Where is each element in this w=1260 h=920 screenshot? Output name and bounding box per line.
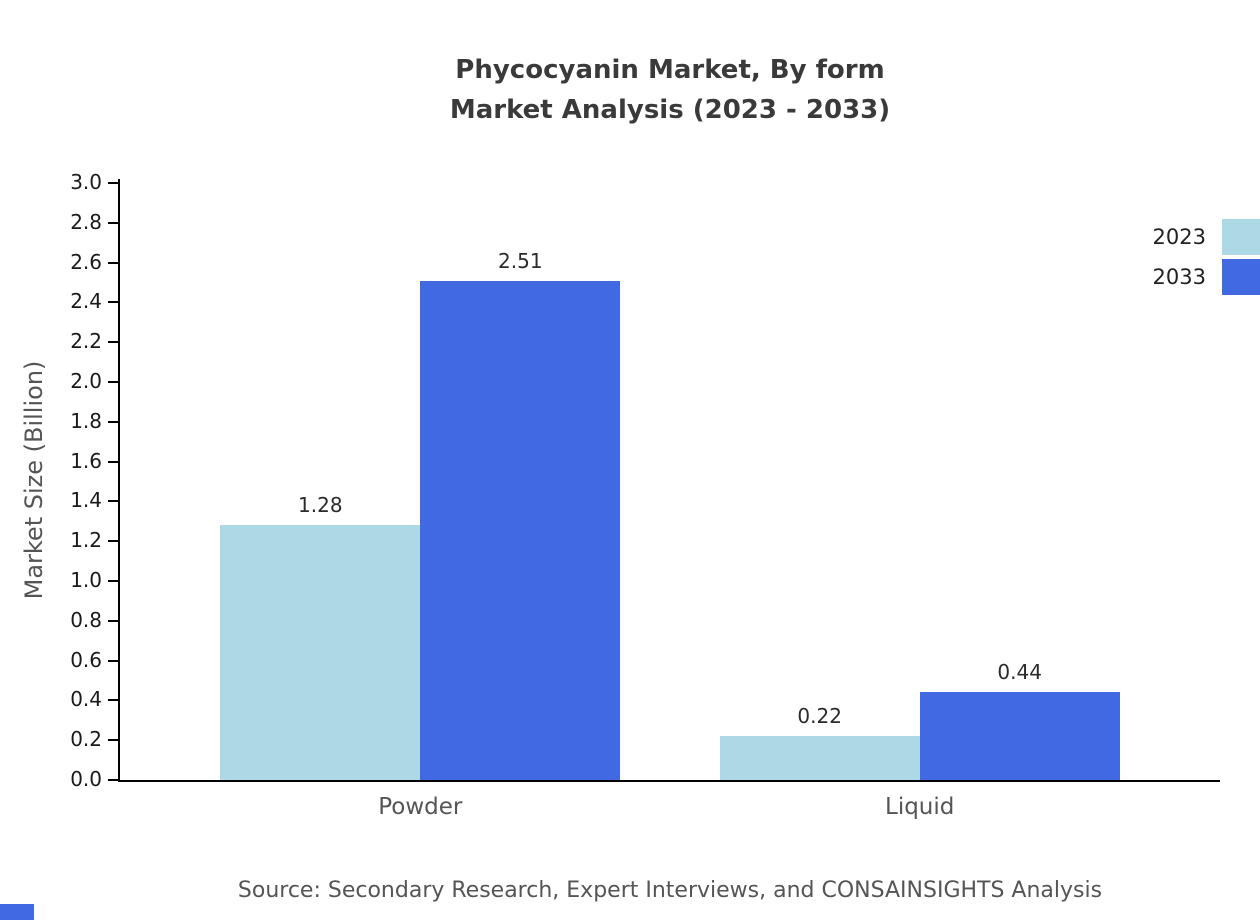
y-tick-label: 1.2 — [70, 528, 102, 553]
bar-liquid-2033 — [919, 692, 1120, 780]
legend-swatch-2023 — [1222, 219, 1260, 255]
y-tick — [108, 381, 118, 383]
y-tick-label: 2.8 — [70, 209, 102, 234]
legend-swatch-2033 — [1222, 259, 1260, 295]
value-label-liquid-2023: 0.22 — [797, 704, 842, 729]
y-tick — [108, 420, 118, 423]
y-tick — [108, 301, 118, 304]
y-tick — [108, 739, 118, 742]
y-tick-label: 3.0 — [70, 170, 102, 194]
y-tick-label: 0.0 — [70, 767, 102, 791]
value-label-powder-2033: 2.51 — [498, 248, 543, 273]
y-tick — [108, 540, 118, 543]
y-tick — [108, 619, 118, 622]
legend-label-2023: 2023 — [1152, 225, 1206, 249]
y-tick-label: 2.2 — [70, 329, 102, 354]
y-tick-label: 0.6 — [70, 647, 102, 672]
y-tick-label: 1.6 — [70, 448, 102, 473]
y-tick — [108, 580, 118, 582]
y-tick — [108, 460, 118, 463]
y-tick — [108, 182, 118, 184]
chart-title-line1: Phycocyanin Market, By form — [455, 55, 885, 85]
y-tick-label: 2.0 — [70, 369, 102, 393]
y-tick-label: 2.4 — [70, 289, 102, 314]
legend: 2023 2033 — [1153, 219, 1260, 299]
bar-powder-2023 — [220, 525, 421, 780]
y-tick — [108, 779, 118, 781]
bar-liquid-2023 — [719, 736, 920, 780]
y-tick-label: 1.0 — [70, 568, 102, 592]
category-label-powder: Powder — [378, 794, 463, 820]
plot-area: 0.0 0.2 0.4 0.6 0.8 1.0 1.2 1.4 1.6 1.8 2.0 2.2 2.4 2… — [70, 170, 1220, 820]
legend-label-2033: 2033 — [1152, 265, 1206, 289]
y-tick — [108, 341, 118, 344]
accent-bar — [0, 904, 34, 920]
y-tick — [108, 699, 118, 702]
y-tick-label: 0.4 — [70, 687, 102, 712]
x-axis-line — [118, 780, 1220, 782]
y-tick-label: 2.6 — [70, 249, 102, 274]
y-tick — [108, 221, 118, 224]
legend-row-2033: 2033 — [1153, 259, 1260, 295]
y-axis-line — [118, 179, 120, 782]
value-label-liquid-2033: 0.44 — [997, 660, 1042, 685]
chart-title: Phycocyanin Market, By form Market Analy… — [0, 50, 1260, 130]
y-tick — [108, 659, 118, 662]
chart-title-line2: Market Analysis (2023 - 2033) — [449, 95, 891, 125]
category-label-liquid: Liquid — [885, 794, 955, 820]
y-tick-label: 1.8 — [70, 408, 102, 433]
source-text: Source: Secondary Research, Expert Inter… — [237, 878, 1103, 903]
value-label-powder-2023: 1.28 — [298, 493, 343, 518]
y-tick-label: 0.8 — [70, 607, 102, 632]
y-tick — [108, 500, 118, 503]
bar-powder-2033 — [420, 280, 621, 780]
y-axis-label: Market Size (Billion) — [20, 360, 48, 600]
y-tick-label: 1.4 — [70, 488, 102, 513]
y-tick-label: 0.2 — [70, 727, 102, 752]
y-tick — [108, 261, 118, 264]
legend-row-2023: 2023 — [1153, 219, 1260, 255]
